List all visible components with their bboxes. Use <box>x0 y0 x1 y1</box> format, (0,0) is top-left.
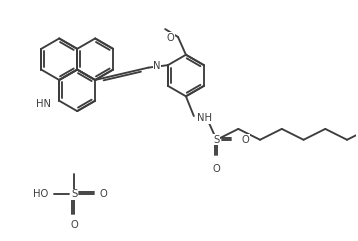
Text: O: O <box>213 165 221 174</box>
Text: HN: HN <box>36 99 51 109</box>
Text: O: O <box>100 189 108 199</box>
Text: S: S <box>213 135 220 145</box>
Text: N: N <box>153 61 161 71</box>
Text: S: S <box>71 189 77 199</box>
Text: O: O <box>70 220 78 230</box>
Text: HO: HO <box>33 189 49 199</box>
Text: NH: NH <box>197 113 212 123</box>
Text: O: O <box>166 33 174 43</box>
Text: O: O <box>241 135 249 145</box>
